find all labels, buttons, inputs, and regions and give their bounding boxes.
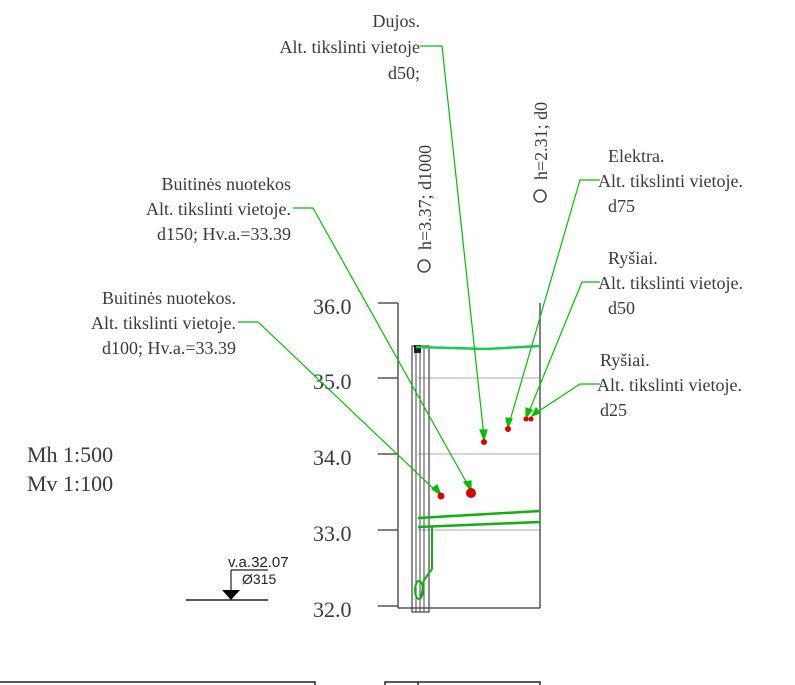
callout-sewer-100-line3: d100; Hv.a.=33.39 (102, 338, 236, 358)
water-level-diameter: Ø315 (242, 571, 276, 587)
utility-comm-25 (528, 416, 534, 422)
utility-comm-50 (523, 416, 529, 422)
utility-gas (481, 439, 487, 445)
callout-sewer-150-line1: Buitinės nuotekos (162, 174, 292, 194)
callout-comm-50-line2: Alt. tikslinti vietoje. (598, 273, 743, 293)
borehole-1-label: h=3.37; d1000 (415, 145, 435, 250)
tick-label-33: 33.0 (313, 521, 352, 546)
pipe-line-upper (417, 509, 541, 520)
callout-electric: Elektra. Alt. tikslinti vietoje. d75 (598, 146, 743, 216)
leader-gas (420, 45, 485, 438)
scale-vertical: Mv 1:100 (27, 471, 113, 496)
callout-comm-50: Ryšiai. Alt. tikslinti vietoje. d50 (598, 248, 743, 318)
callout-gas-line1: Dujos. (372, 11, 420, 31)
callout-sewer-100: Buitinės nuotekos. Alt. tikslinti vietoj… (91, 288, 236, 358)
callout-gas: Dujos. Alt. tikslinti vietoje d50; (280, 11, 421, 83)
callout-comm-50-line1: Ryšiai. (608, 248, 658, 268)
leader-electric (508, 179, 600, 425)
leader-comm-50-arrow (525, 407, 533, 420)
utility-points (437, 416, 534, 500)
scale-horizontal: Mh 1:500 (27, 442, 113, 467)
callout-electric-line2: Alt. tikslinti vietoje. (598, 171, 743, 191)
tick-label-36: 36.0 (313, 294, 352, 319)
leader-comm-50 (527, 281, 600, 415)
leader-comm-25-arrow (530, 406, 541, 418)
callout-electric-line3: d75 (608, 196, 635, 216)
borehole-2-marker (533, 189, 547, 203)
ground-surface-line (415, 344, 541, 351)
borehole-2-label: h=2.31; d0 (531, 102, 551, 180)
callout-comm-25: Ryšiai. Alt. tikslinti vietoje. d25 (597, 350, 742, 420)
tick-label-34: 34.0 (313, 445, 352, 470)
callout-comm-25-line2: Alt. tikslinti vietoje. (597, 375, 742, 395)
callout-sewer-100-line2: Alt. tikslinti vietoje. (91, 313, 236, 333)
callout-gas-line2: Alt. tikslinti vietoje (280, 37, 421, 57)
callout-sewer-150: Buitinės nuotekos Alt. tikslinti vietoje… (146, 174, 291, 244)
leader-sewer-100-arrow (430, 484, 443, 497)
callout-comm-50-line3: d50 (608, 298, 635, 318)
callout-sewer-150-line3: d150; Hv.a.=33.39 (157, 224, 291, 244)
leader-comm-25 (535, 383, 600, 414)
callout-gas-line3: d50; (388, 63, 420, 83)
water-level-label: v.a.32.07 (228, 554, 289, 571)
leader-sewer-150 (293, 207, 470, 488)
leader-sewer-100 (238, 321, 438, 493)
leader-gas-arrow (479, 429, 488, 442)
well-column (411, 345, 430, 613)
callout-sewer-150-line2: Alt. tikslinti vietoje. (146, 199, 291, 219)
pipe-line-lower (417, 520, 541, 529)
leader-lines (238, 45, 600, 497)
tick-label-32: 32.0 (313, 597, 352, 622)
utility-sewer-100 (437, 492, 445, 500)
utility-sewer-150 (466, 488, 476, 498)
pipe-end-ellipse (414, 580, 424, 600)
borehole-1-marker (417, 259, 431, 273)
water-level-marker (186, 569, 268, 601)
callout-comm-25-line3: d25 (600, 400, 627, 420)
tick-label-35: 35.0 (313, 369, 352, 394)
callout-comm-25-line1: Ryšiai. (600, 350, 650, 370)
callout-sewer-100-line1: Buitinės nuotekos. (102, 288, 236, 308)
utility-electric (505, 426, 511, 432)
callout-electric-line1: Elektra. (608, 146, 664, 166)
leader-electric-arrow (505, 417, 513, 430)
